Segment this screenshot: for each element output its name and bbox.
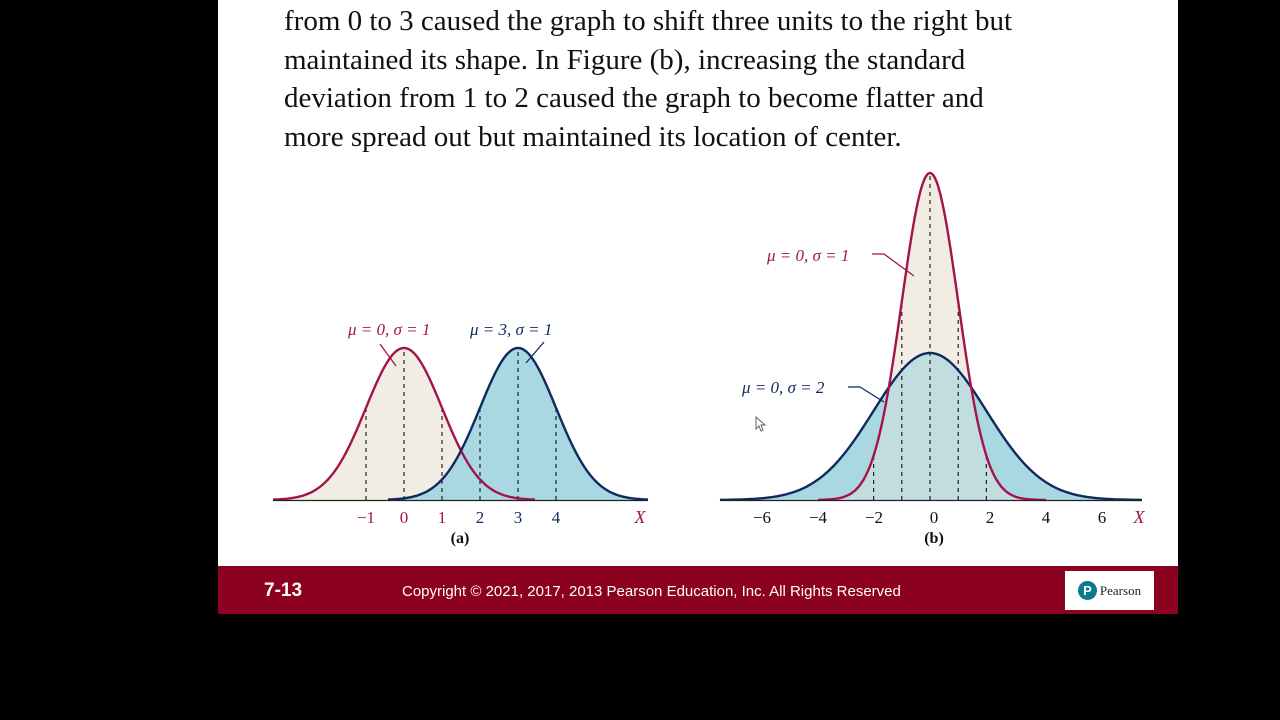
tick-label: 4	[552, 508, 561, 527]
label-a1: μ = 0, σ = 1	[347, 320, 430, 339]
label-b2: μ = 0, σ = 2	[741, 378, 825, 397]
tick-label: −6	[753, 508, 771, 527]
curve-b2-line	[719, 351, 1142, 502]
figure-b-tick-labels: −6 −4 −2 0 2 4 6	[753, 508, 1106, 527]
label-a2: μ = 3, σ = 1	[469, 320, 552, 339]
curve-b1-line	[818, 171, 1046, 502]
label-b1: μ = 0, σ = 1	[766, 246, 849, 265]
figure-a: μ = 0, σ = 1 μ = 3, σ = 1 −1 0 1 2 3 4 X…	[273, 320, 649, 547]
tick-label: −4	[809, 508, 828, 527]
pearson-p-icon: P	[1077, 581, 1097, 600]
curve-b-overlap-fill	[818, 353, 1046, 500]
figure-b-axis-label: X	[1133, 507, 1146, 527]
label-b2-leader	[848, 386, 885, 403]
curve-a2-line	[387, 346, 649, 501]
pearson-logo: P Pearson	[1065, 571, 1154, 610]
footer-bar: 7-13 Copyright © 2021, 2017, 2013 Pearso…	[218, 566, 1178, 614]
slide-body-text: from 0 to 3 caused the graph to shift th…	[284, 2, 1144, 156]
figure-b: μ = 0, σ = 1 μ = 0, σ = 2 −6 −4 −2 0 2 4…	[719, 171, 1146, 547]
slide-number: 7-13	[264, 580, 303, 601]
mouse-cursor-icon	[755, 415, 767, 432]
tick-label: 2	[476, 508, 485, 527]
tick-label: 2	[986, 508, 995, 527]
figure-a-dashed-lines	[365, 348, 557, 500]
figure-b-caption: (b)	[924, 530, 944, 547]
label-b1-leader	[872, 253, 915, 277]
body-line: maintained its shape. In Figure (b), inc…	[284, 43, 966, 76]
tick-label: 6	[1098, 508, 1107, 527]
figure-a-axis-label: X	[634, 507, 647, 527]
tick-label: 3	[514, 508, 523, 527]
tick-label: 0	[400, 508, 409, 527]
pearson-logo-text: Pearson	[1099, 582, 1142, 598]
figure-b-dashed-lines	[872, 173, 988, 500]
curve-b1-fill	[818, 173, 1046, 500]
body-line: more spread out but maintained its locat…	[284, 120, 902, 153]
figure-a-tick-labels: −1 0 1 2 3 4	[357, 508, 561, 527]
copyright-text: Copyright © 2021, 2017, 2013 Pearson Edu…	[402, 583, 901, 600]
figure-a-caption: (a)	[451, 530, 470, 547]
curve-a1-line	[273, 346, 535, 501]
body-line: deviation from 1 to 2 caused the graph t…	[284, 82, 984, 114]
tick-label: 4	[1042, 508, 1051, 527]
label-a1-leader	[379, 343, 397, 367]
body-line: from 0 to 3 caused the graph to shift th…	[284, 5, 1013, 37]
tick-label: 0	[930, 508, 939, 527]
label-a2-leader	[525, 341, 545, 364]
tick-label: 1	[438, 508, 447, 527]
tick-label: −1	[357, 508, 375, 527]
tick-label: −2	[865, 508, 883, 527]
